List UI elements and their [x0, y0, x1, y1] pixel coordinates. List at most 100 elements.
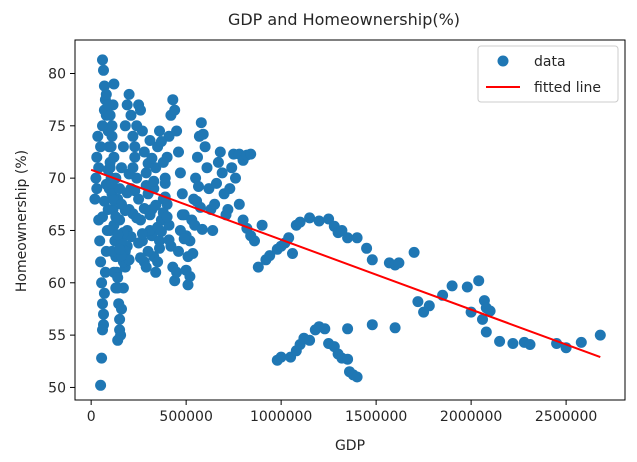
legend-fitted-line-label: fitted line	[534, 80, 601, 96]
data-point	[94, 235, 106, 247]
data-point	[91, 183, 103, 195]
data-point	[114, 324, 126, 336]
data-point	[140, 167, 152, 179]
data-point	[121, 187, 133, 199]
data-point	[230, 172, 241, 184]
data-point	[116, 303, 127, 315]
data-point	[319, 323, 331, 335]
data-point	[129, 151, 141, 163]
data-point	[152, 256, 164, 268]
y-tick-label: 70	[48, 171, 66, 187]
chart-title: GDP and Homeownership(%)	[228, 10, 460, 29]
data-point	[174, 167, 186, 179]
data-point	[112, 272, 124, 284]
data-point	[167, 94, 179, 106]
data-point	[237, 214, 249, 226]
data-point	[197, 128, 209, 140]
data-point	[389, 322, 401, 334]
data-point	[304, 334, 316, 346]
data-point	[100, 88, 112, 100]
data-point	[408, 246, 420, 258]
data-point	[133, 193, 145, 205]
data-point	[176, 209, 188, 221]
data-point	[131, 212, 143, 224]
data-point	[163, 219, 175, 231]
data-point	[192, 151, 203, 163]
data-point	[102, 164, 114, 176]
data-point	[135, 252, 146, 264]
data-point	[524, 339, 536, 350]
data-point	[103, 141, 115, 153]
data-point	[199, 141, 211, 153]
data-point	[93, 162, 105, 174]
data-point	[190, 172, 202, 184]
data-point	[201, 162, 213, 174]
data-point	[146, 152, 158, 164]
y-tick-label: 60	[48, 276, 66, 292]
data-point	[461, 281, 473, 293]
data-point	[494, 335, 506, 347]
data-point	[171, 125, 183, 137]
x-tick-label: 500000	[159, 409, 212, 425]
data-point	[423, 300, 435, 312]
data-point	[294, 216, 306, 228]
data-point	[112, 229, 124, 241]
legend-data-label: data	[534, 54, 566, 70]
data-point	[90, 172, 102, 184]
data-point	[117, 282, 129, 294]
data-point	[304, 212, 316, 224]
data-point	[412, 296, 424, 308]
data-point	[393, 257, 405, 269]
data-point	[102, 99, 114, 111]
legend-data-marker	[497, 55, 509, 67]
data-point	[116, 162, 127, 174]
data-point	[473, 275, 485, 287]
x-tick-label: 0	[87, 409, 96, 425]
y-tick-label: 55	[48, 328, 66, 344]
data-point	[123, 168, 135, 180]
data-point	[154, 242, 165, 254]
data-point	[92, 130, 104, 142]
data-point	[89, 193, 101, 205]
data-point	[252, 261, 264, 273]
data-point	[351, 232, 363, 244]
data-point	[110, 211, 122, 223]
data-point	[507, 338, 519, 349]
data-point	[245, 148, 257, 160]
data-point	[121, 99, 133, 111]
data-point	[287, 248, 298, 259]
data-point	[97, 298, 108, 310]
data-point	[136, 125, 148, 137]
data-point	[342, 232, 354, 244]
y-tick-label: 65	[48, 223, 66, 239]
data-point	[214, 146, 226, 158]
x-tick-label: 1000000	[250, 409, 312, 425]
data-point	[125, 109, 137, 121]
legend: data fitted line	[477, 45, 619, 103]
data-point	[140, 261, 152, 273]
data-point	[98, 80, 110, 92]
data-point	[233, 198, 245, 210]
data-point	[171, 266, 183, 278]
data-point	[211, 177, 222, 189]
data-point	[150, 266, 162, 278]
data-point	[212, 156, 224, 168]
data-point	[98, 308, 109, 320]
data-point	[133, 237, 145, 249]
data-point	[135, 104, 146, 116]
data-point	[95, 256, 107, 268]
data-point	[99, 266, 111, 278]
data-point	[97, 120, 108, 132]
data-point	[187, 248, 199, 259]
data-point	[117, 141, 129, 153]
data-point	[313, 215, 325, 227]
data-point	[96, 277, 108, 289]
data-point	[97, 211, 108, 223]
data-point	[108, 151, 120, 163]
data-point	[193, 181, 204, 192]
data-point	[169, 104, 181, 116]
y-tick-label: 80	[48, 66, 66, 82]
data-point	[366, 319, 378, 331]
data-point	[169, 275, 181, 287]
